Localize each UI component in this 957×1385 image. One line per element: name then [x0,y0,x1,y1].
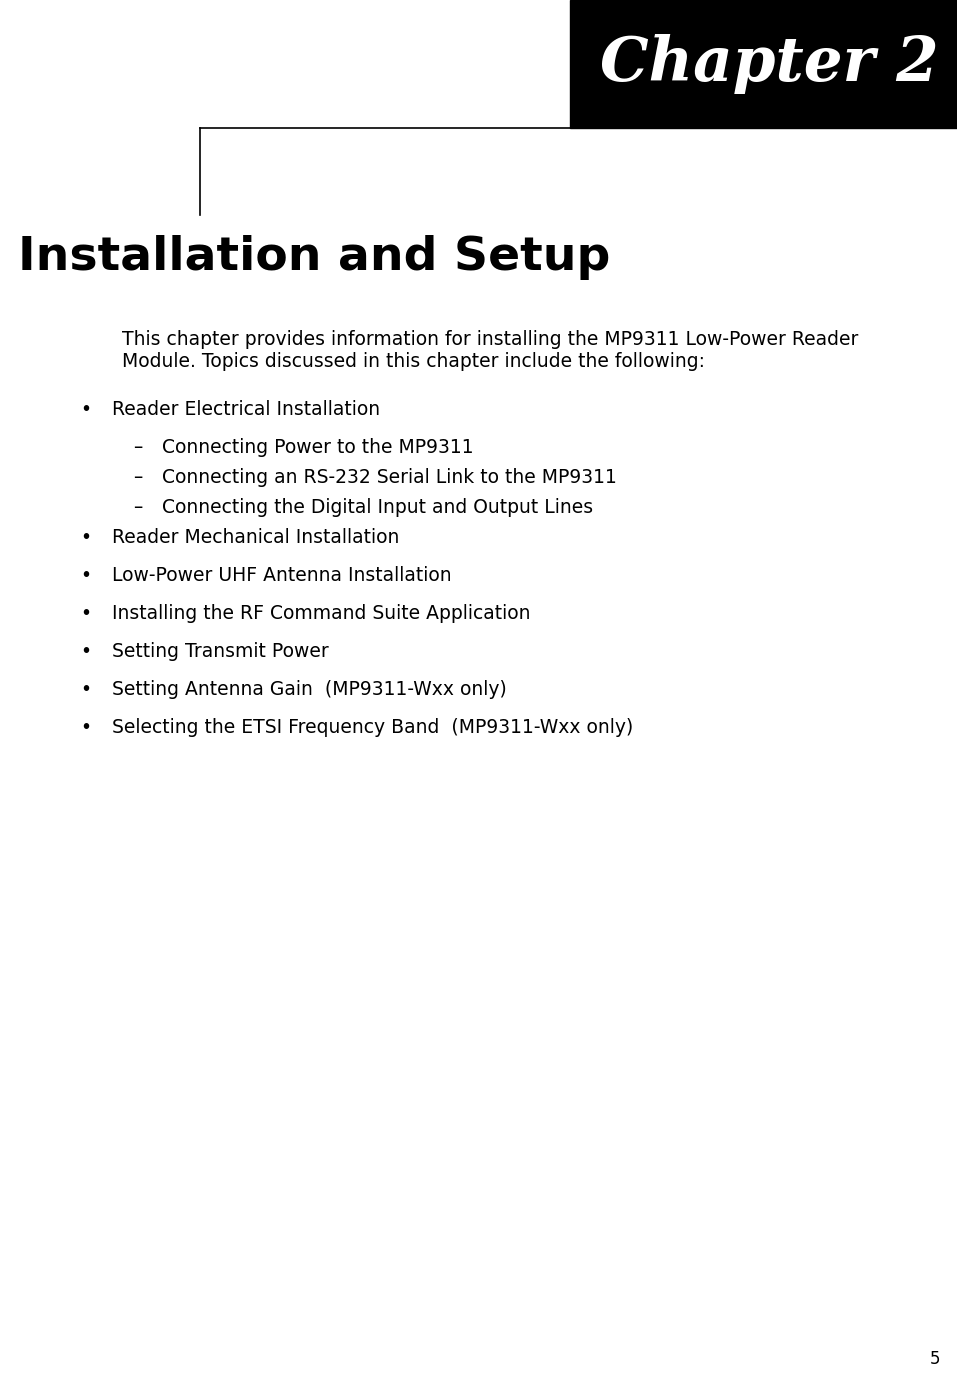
Text: Connecting Power to the MP9311: Connecting Power to the MP9311 [162,438,474,457]
Text: Reader Mechanical Installation: Reader Mechanical Installation [112,528,399,547]
Text: Installation and Setup: Installation and Setup [18,235,611,280]
Text: •: • [80,604,92,623]
Text: Connecting an RS-232 Serial Link to the MP9311: Connecting an RS-232 Serial Link to the … [162,468,617,488]
Bar [570,0,957,127]
Text: –: – [133,468,143,488]
Text: Chapter 2: Chapter 2 [600,35,939,94]
Text: Low-Power UHF Antenna Installation: Low-Power UHF Antenna Installation [112,566,452,584]
Text: Setting Antenna Gain  (MP9311-Wxx only): Setting Antenna Gain (MP9311-Wxx only) [112,680,507,699]
Text: •: • [80,400,92,420]
Text: Selecting the ETSI Frequency Band  (MP9311-Wxx only): Selecting the ETSI Frequency Band (MP931… [112,717,634,737]
Text: Connecting the Digital Input and Output Lines: Connecting the Digital Input and Output … [162,499,593,517]
Text: •: • [80,717,92,737]
Text: •: • [80,566,92,584]
Text: Module. Topics discussed in this chapter include the following:: Module. Topics discussed in this chapter… [122,352,705,371]
Text: –: – [133,438,143,457]
Text: Reader Electrical Installation: Reader Electrical Installation [112,400,380,420]
Text: This chapter provides information for installing the MP9311 Low-Power Reader: This chapter provides information for in… [122,330,858,349]
Text: Installing the RF Command Suite Application: Installing the RF Command Suite Applicat… [112,604,530,623]
Text: –: – [133,499,143,517]
Text: Setting Transmit Power: Setting Transmit Power [112,643,329,661]
Text: •: • [80,680,92,699]
Text: 5: 5 [929,1350,940,1368]
Text: •: • [80,528,92,547]
Text: •: • [80,643,92,661]
